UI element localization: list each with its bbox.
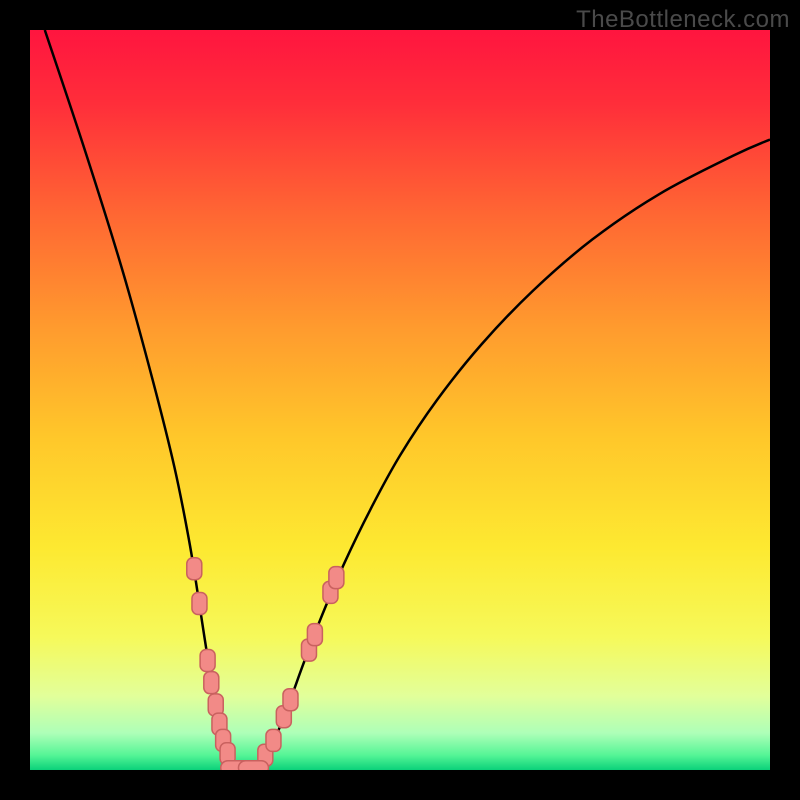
bottleneck-curve xyxy=(30,30,770,770)
marker-left-1 xyxy=(192,593,207,615)
plot-area xyxy=(30,30,770,770)
watermark-text: TheBottleneck.com xyxy=(576,6,790,34)
marker-left-0 xyxy=(187,558,202,580)
marker-bottom-1 xyxy=(238,761,268,770)
marker-right-7 xyxy=(329,567,344,589)
marker-right-1 xyxy=(266,729,281,751)
marker-left-3 xyxy=(204,672,219,694)
chart-frame: TheBottleneck.com xyxy=(0,0,800,800)
marker-right-3 xyxy=(283,689,298,711)
marker-right-5 xyxy=(307,624,322,646)
marker-left-2 xyxy=(200,649,215,671)
curve-right-branch xyxy=(252,140,770,770)
